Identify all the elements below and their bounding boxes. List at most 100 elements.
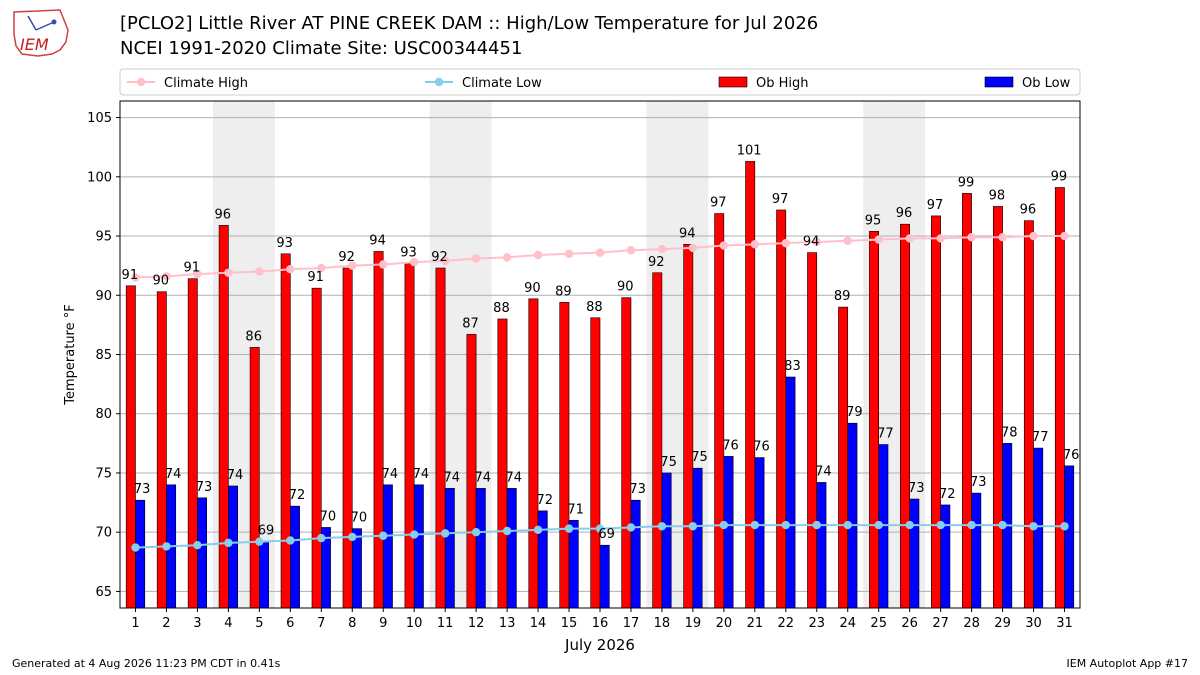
bars [125,161,1075,609]
climate-high-point [255,267,264,276]
ob-low-label: 76 [1063,448,1080,463]
chart-title: [PCLO2] Little River AT PINE CREEK DAM :… [120,13,819,34]
ob-low-bar [290,505,300,609]
x-tick-label: 25 [870,616,887,631]
climate-low-point [162,542,171,551]
climate-low-point [471,527,481,537]
x-tick-label: 4 [224,616,232,631]
climate-high-point [750,240,760,249]
ob-low-bar [228,485,238,609]
ob-high-label: 91 [307,270,324,285]
ob-high-label: 93 [400,245,417,260]
ob-high-label: 91 [183,261,200,276]
climate-high-point [1029,231,1038,241]
ob-low-bar [506,488,517,609]
ob-high-bar [404,262,415,609]
ob-low-label: 72 [939,487,956,502]
x-tick-label: 27 [932,616,949,631]
ob-high-bar [652,272,663,609]
ob-high-label: 90 [617,280,634,295]
x-tick-label: 2 [162,616,170,631]
ob-high-bar [992,206,1003,609]
ob-low-label: 70 [351,511,368,526]
x-tick-label: 14 [530,616,547,631]
ob-high-bar [931,215,941,609]
ob-high-bar [776,209,787,609]
ob-low-bar [847,422,858,609]
ob-high-label: 87 [462,316,479,331]
ob-high-bar [280,253,291,609]
climate-low-point [1029,522,1038,531]
iem-logo: IEM [13,9,69,57]
ob-low-legend-label: Ob Low [1022,76,1071,91]
ob-low-bar [568,520,579,609]
climate-high-point [533,250,543,260]
ob-high-bar [311,287,322,609]
ob-low-label: 74 [505,470,522,485]
ob-high-bar [869,231,880,609]
ob-low-label: 74 [475,470,492,485]
ob-low-bar [661,472,672,609]
climate-high-point [379,260,388,269]
ob-high-label: 97 [927,198,944,213]
ob-low-label: 76 [722,438,739,453]
climate-high-point [905,234,914,243]
climate-low-point [843,520,852,530]
x-tick-label: 28 [963,616,980,631]
ob-high-label: 90 [153,274,170,289]
climate-high-point [564,249,574,259]
climate-low-point [905,520,914,530]
climate-high-point [286,265,295,274]
ob-low-legend-swatch [984,76,1014,88]
climate-low-legend-label: Climate Low [462,76,542,91]
bar-labels: 91 90 91 96 86 93 91 92 94 93 92 87 88 90 89 88 90 92 94 97… [122,143,1080,542]
logo-text: IEM [20,35,49,54]
ob-low-label: 77 [877,427,894,442]
climate-high-point [409,257,419,267]
ob-low-label: 73 [970,475,987,490]
ob-high-bar [900,223,910,609]
ob-low-label: 73 [196,480,213,495]
climate-low-point [286,536,295,545]
y-tick-label: 65 [95,585,112,600]
climate-high-point [781,238,791,248]
ob-low-label: 75 [660,455,677,470]
climate-high-point [688,243,698,253]
y-tick-label: 75 [95,466,112,481]
x-tick-label: 17 [623,616,640,631]
climate-low-point [936,520,945,530]
ob-high-bar [528,298,539,609]
climate-high-point [595,248,605,257]
x-tick-label: 29 [994,616,1011,631]
ob-high-bar [714,213,725,609]
ob-high-label: 96 [896,206,913,221]
x-tick-label: 24 [839,616,856,631]
x-tick-label: 19 [685,616,702,631]
ob-high-bar [683,244,694,609]
ob-low-label: 74 [444,470,461,485]
ob-low-label: 74 [165,467,182,482]
climate-high-point [317,263,326,273]
ob-high-label: 95 [865,213,882,228]
x-tick-label: 10 [406,616,423,631]
climate-high-point [471,254,481,263]
y-tick-label: 90 [95,289,112,304]
ob-low-bar [475,488,486,609]
ob-low-label: 72 [536,493,553,508]
climate-low-point [224,538,233,548]
ob-high-bar [1054,187,1065,609]
ob-low-label: 69 [598,527,615,542]
x-tick-label: 9 [379,616,387,631]
climate-low-point [781,520,791,530]
climate-low-point [409,530,419,539]
ob-low-label: 74 [382,467,399,482]
ob-high-label: 96 [1020,203,1037,218]
ob-low-label: 77 [1032,430,1049,445]
ob-low-label: 71 [567,502,584,517]
ob-high-legend-label: Ob High [756,76,809,91]
climate-low-point [626,523,636,532]
x-tick-label: 7 [317,616,325,631]
ob-low-label: 73 [629,482,646,497]
